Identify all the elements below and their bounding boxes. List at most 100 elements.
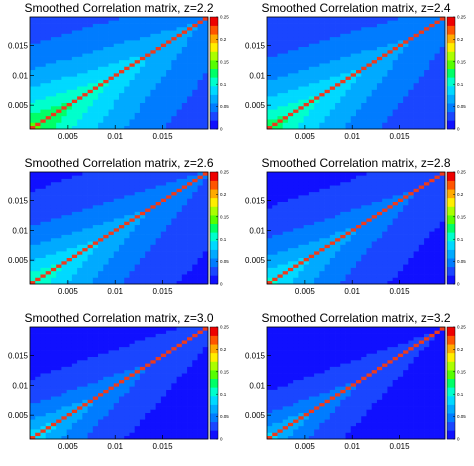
x-tick-label: 0.015 [390, 287, 411, 296]
heatmap-cell [108, 46, 115, 51]
heatmap-cell [298, 59, 304, 64]
heatmap-cell [145, 274, 151, 278]
heatmap-cell [113, 172, 120, 176]
heatmap-cell [166, 214, 172, 219]
heatmap-cell [439, 76, 446, 80]
heatmap-cell [171, 211, 177, 216]
heatmap-cell [403, 214, 409, 219]
heatmap-cell [434, 26, 441, 31]
heatmap-cell [145, 181, 151, 186]
heatmap-cell [103, 257, 109, 262]
heatmap-cell [298, 119, 304, 123]
heatmap-cell [124, 63, 130, 67]
heatmap-svg: Smoothed Correlation matrix, z=3.00.005 0… [8, 311, 229, 451]
heatmap-cell [267, 211, 273, 216]
heatmap-cell [103, 59, 109, 64]
heatmap-cell [340, 23, 346, 28]
heatmap-cell [424, 102, 430, 107]
heatmap-cell [50, 221, 57, 226]
heatmap-cell [66, 218, 73, 222]
heatmap-cell [392, 195, 399, 199]
heatmap-cell [408, 33, 414, 38]
heatmap-cell [345, 181, 352, 186]
heatmap-cell [145, 109, 151, 113]
heatmap-cell [282, 33, 289, 38]
diagonal-cell [92, 241, 99, 245]
heatmap-cell [429, 86, 435, 90]
heatmap-cell [298, 49, 304, 54]
heatmap-cell [282, 201, 289, 206]
heatmap-cell [424, 105, 430, 110]
heatmap-cell [329, 89, 336, 94]
heatmap-cell [129, 191, 136, 196]
heatmap-cell [287, 17, 294, 21]
heatmap-cell [314, 181, 320, 186]
heatmap-cell [35, 221, 41, 226]
heatmap-cell [392, 63, 399, 67]
heatmap-cell [30, 406, 36, 410]
heatmap-cell [298, 208, 304, 212]
heatmap-cell [376, 102, 383, 107]
heatmap-cell [129, 224, 136, 229]
heatmap-cell [403, 244, 409, 249]
heatmap-cell [192, 175, 198, 179]
y-tick-label: 0.005 [245, 256, 266, 265]
heatmap-cell [424, 204, 430, 209]
heatmap-cell [119, 231, 125, 235]
heatmap-cell [192, 86, 198, 90]
heatmap-cell [134, 241, 141, 245]
heatmap-cell [113, 49, 120, 54]
heatmap-cell [30, 26, 36, 31]
heatmap-cell [392, 270, 399, 275]
heatmap-cell [77, 43, 83, 47]
heatmap-cell [267, 201, 273, 206]
heatmap-cell [61, 267, 67, 272]
heatmap-cell [134, 82, 141, 87]
heatmap-cell [129, 30, 136, 34]
heatmap-cell [361, 274, 367, 278]
heatmap-cell [30, 191, 36, 196]
heatmap-cell [124, 122, 130, 127]
heatmap-cell [139, 112, 146, 117]
heatmap-cell [340, 46, 346, 51]
heatmap-cell [371, 267, 378, 272]
heatmap-cell [66, 280, 73, 285]
heatmap-cell [345, 125, 352, 130]
colorbar-segment [210, 103, 218, 113]
heatmap-cell [314, 20, 320, 24]
heatmap-cell [376, 175, 383, 179]
heatmap-cell [82, 33, 88, 38]
heatmap-cell [139, 280, 146, 285]
heatmap-cell [61, 66, 67, 71]
heatmap-cell [129, 49, 136, 54]
heatmap-cell [119, 274, 125, 278]
heatmap-cell [150, 201, 156, 206]
heatmap-cell [192, 234, 198, 239]
heatmap-cell [166, 59, 172, 64]
heatmap-cell [361, 82, 367, 87]
heatmap-cell [303, 277, 310, 282]
heatmap-cell [303, 195, 310, 199]
heatmap-cell [324, 181, 331, 186]
heatmap-cell [35, 40, 41, 44]
heatmap-cell [71, 33, 78, 38]
colorbar-segment [447, 103, 455, 113]
heatmap-cell [267, 63, 273, 67]
heatmap-cell [108, 228, 115, 232]
heatmap-cell [202, 251, 209, 255]
heatmap-cell [397, 218, 404, 222]
heatmap-cell [397, 231, 404, 235]
heatmap-cell [150, 231, 156, 235]
heatmap-cell [293, 115, 299, 120]
heatmap-cell [98, 119, 104, 123]
heatmap-cell [303, 280, 310, 285]
heatmap-cell [155, 30, 162, 34]
heatmap-cell [139, 204, 146, 209]
heatmap-cell [350, 191, 357, 196]
heatmap-cell [139, 277, 146, 282]
heatmap-cell [272, 36, 278, 41]
heatmap-cell [171, 244, 177, 249]
heatmap-cell [361, 63, 367, 67]
heatmap-cell [387, 109, 393, 113]
heatmap-cell [166, 208, 172, 212]
